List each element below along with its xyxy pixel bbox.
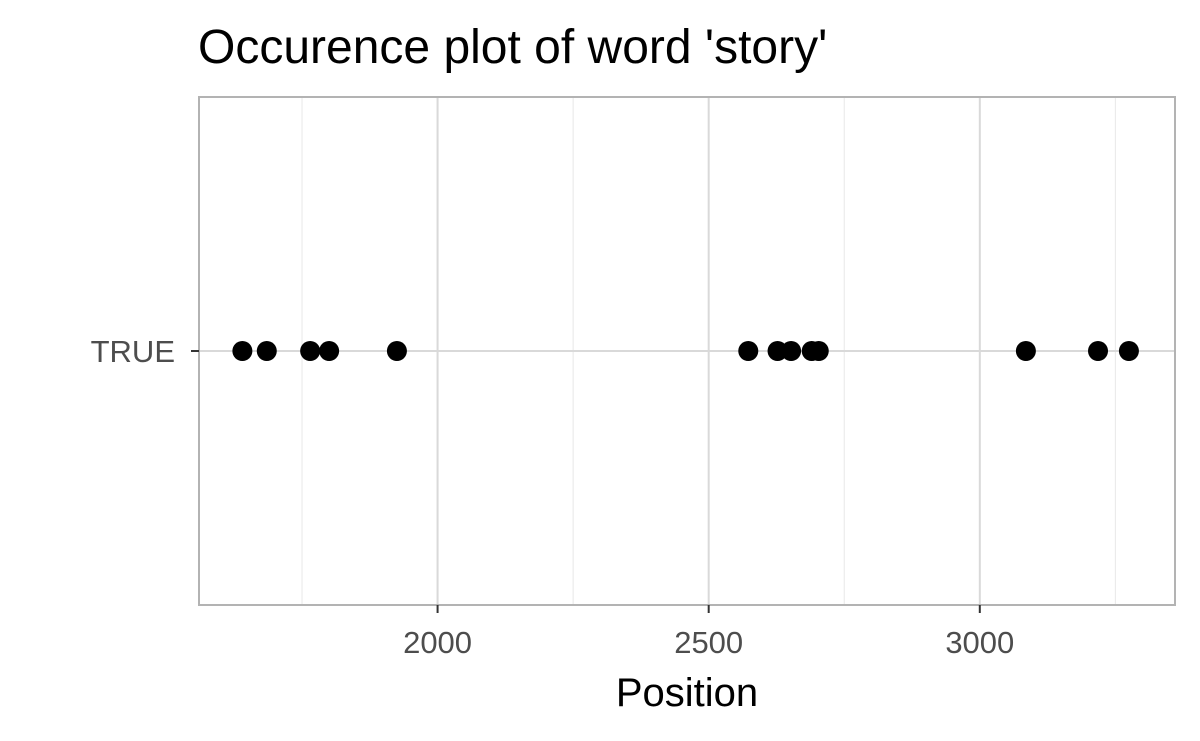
data-point (808, 341, 829, 361)
x-tick-label: 3000 (945, 625, 1014, 660)
data-point (319, 341, 340, 361)
points-layer (232, 341, 1139, 361)
x-tick-label: 2500 (674, 625, 743, 660)
data-point (1118, 341, 1139, 361)
y-axis: TRUE (91, 334, 199, 369)
data-point (300, 341, 321, 361)
data-point (781, 341, 802, 361)
data-point (232, 341, 253, 361)
data-point (1088, 341, 1109, 361)
data-point (256, 341, 277, 361)
x-tick-label: 2000 (403, 625, 472, 660)
grid-layer (199, 97, 1175, 605)
data-point (738, 341, 759, 361)
data-point (1015, 341, 1036, 361)
chart-title: Occurence plot of word 'story' (198, 21, 827, 74)
data-point (386, 341, 407, 361)
x-axis-title: Position (616, 671, 758, 715)
y-tick-label: TRUE (91, 334, 175, 369)
x-axis: 2000 2500 3000 (403, 605, 1014, 660)
